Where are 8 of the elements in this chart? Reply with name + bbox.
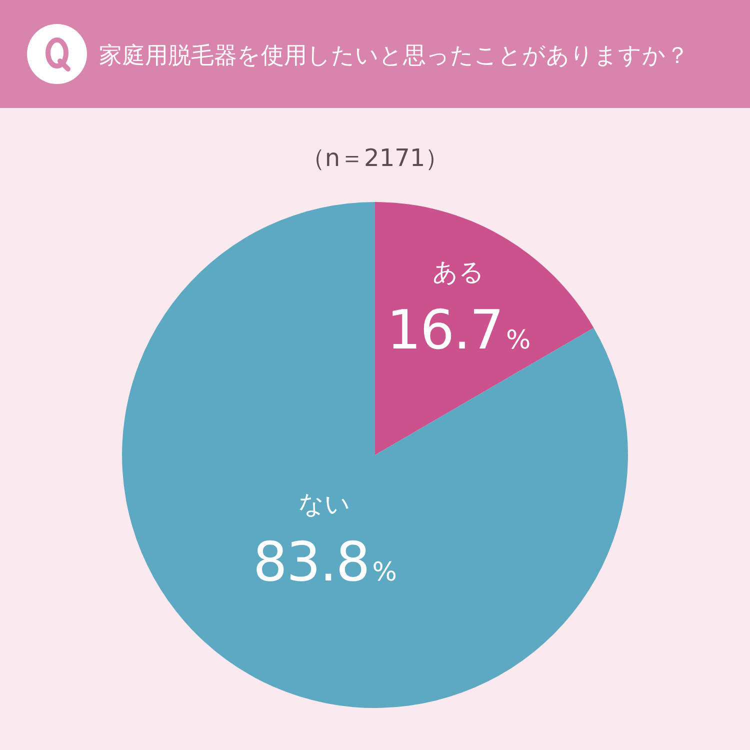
chart-title: 家庭用脱毛器を使用したいと思ったことがありますか？ bbox=[99, 43, 689, 69]
chart-subtitle: （n＝2171） bbox=[300, 144, 450, 172]
data-label: 83.8% bbox=[253, 530, 396, 594]
pie-slice bbox=[122, 202, 628, 708]
pie-slice bbox=[375, 202, 594, 455]
slice-label: ない bbox=[298, 490, 351, 519]
slice-label: ある bbox=[432, 257, 484, 286]
data-label: 16.7% bbox=[386, 298, 530, 362]
